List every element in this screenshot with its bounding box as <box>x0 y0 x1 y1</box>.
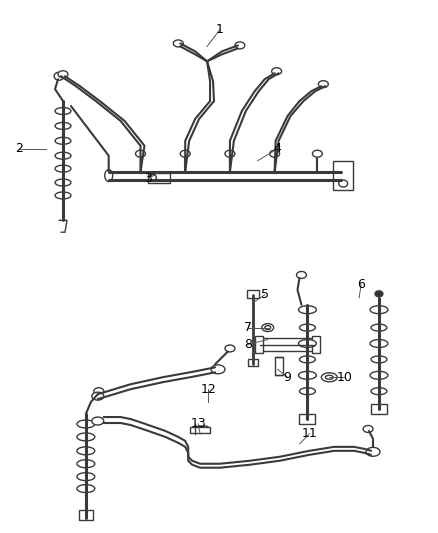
Ellipse shape <box>375 291 383 297</box>
Text: 7: 7 <box>244 321 252 334</box>
Ellipse shape <box>370 340 388 348</box>
Text: 3: 3 <box>145 172 152 185</box>
Ellipse shape <box>325 375 333 379</box>
Ellipse shape <box>58 71 68 78</box>
Text: 11: 11 <box>301 427 317 440</box>
Ellipse shape <box>371 356 387 363</box>
Ellipse shape <box>318 80 328 87</box>
Ellipse shape <box>92 392 104 400</box>
Ellipse shape <box>55 165 71 172</box>
Ellipse shape <box>300 356 315 363</box>
Bar <box>333 160 353 190</box>
Ellipse shape <box>300 387 315 394</box>
Ellipse shape <box>298 372 316 379</box>
Ellipse shape <box>196 426 204 432</box>
Text: 2: 2 <box>15 142 23 155</box>
Bar <box>255 336 263 353</box>
Text: 13: 13 <box>190 417 206 431</box>
Ellipse shape <box>272 68 282 75</box>
Text: 5: 5 <box>261 288 268 301</box>
Ellipse shape <box>225 150 235 157</box>
Bar <box>148 173 170 182</box>
Ellipse shape <box>371 387 387 394</box>
Ellipse shape <box>92 417 104 425</box>
Ellipse shape <box>55 152 71 159</box>
Ellipse shape <box>366 447 380 456</box>
Ellipse shape <box>77 460 95 468</box>
Ellipse shape <box>148 175 156 181</box>
Ellipse shape <box>370 372 388 379</box>
Ellipse shape <box>370 306 388 314</box>
Ellipse shape <box>298 306 316 314</box>
Ellipse shape <box>337 169 345 182</box>
Text: 8: 8 <box>244 338 252 351</box>
Ellipse shape <box>77 420 95 428</box>
Ellipse shape <box>363 425 373 432</box>
Bar <box>312 336 320 353</box>
Ellipse shape <box>298 340 316 348</box>
Ellipse shape <box>371 324 387 331</box>
Ellipse shape <box>300 324 315 331</box>
Ellipse shape <box>312 150 322 157</box>
Bar <box>247 290 259 298</box>
Bar <box>248 359 258 366</box>
Text: 12: 12 <box>200 383 216 395</box>
Ellipse shape <box>270 150 279 157</box>
Ellipse shape <box>55 138 71 144</box>
Ellipse shape <box>225 345 235 352</box>
Bar <box>79 511 93 520</box>
Ellipse shape <box>77 447 95 455</box>
Ellipse shape <box>55 179 71 186</box>
Text: 6: 6 <box>357 278 365 292</box>
Ellipse shape <box>55 108 71 115</box>
Ellipse shape <box>211 365 225 374</box>
Ellipse shape <box>135 150 145 157</box>
Text: 9: 9 <box>284 371 292 384</box>
Text: 10: 10 <box>336 371 352 384</box>
Bar <box>190 427 210 433</box>
Bar <box>260 337 314 351</box>
Text: 4: 4 <box>274 142 282 155</box>
Ellipse shape <box>339 180 348 187</box>
Ellipse shape <box>105 169 113 182</box>
Ellipse shape <box>55 123 71 130</box>
Ellipse shape <box>173 40 183 47</box>
Ellipse shape <box>265 326 271 329</box>
Ellipse shape <box>180 150 190 157</box>
Ellipse shape <box>77 433 95 441</box>
Ellipse shape <box>55 192 71 199</box>
Bar <box>371 404 387 414</box>
Ellipse shape <box>235 42 245 49</box>
Ellipse shape <box>262 324 274 332</box>
Bar <box>275 358 283 375</box>
Ellipse shape <box>54 72 64 80</box>
Ellipse shape <box>201 426 209 432</box>
Ellipse shape <box>77 473 95 481</box>
Ellipse shape <box>77 484 95 492</box>
Text: 1: 1 <box>216 23 224 36</box>
Ellipse shape <box>94 387 104 394</box>
Ellipse shape <box>297 271 307 278</box>
Ellipse shape <box>321 373 337 382</box>
Bar <box>300 414 315 424</box>
